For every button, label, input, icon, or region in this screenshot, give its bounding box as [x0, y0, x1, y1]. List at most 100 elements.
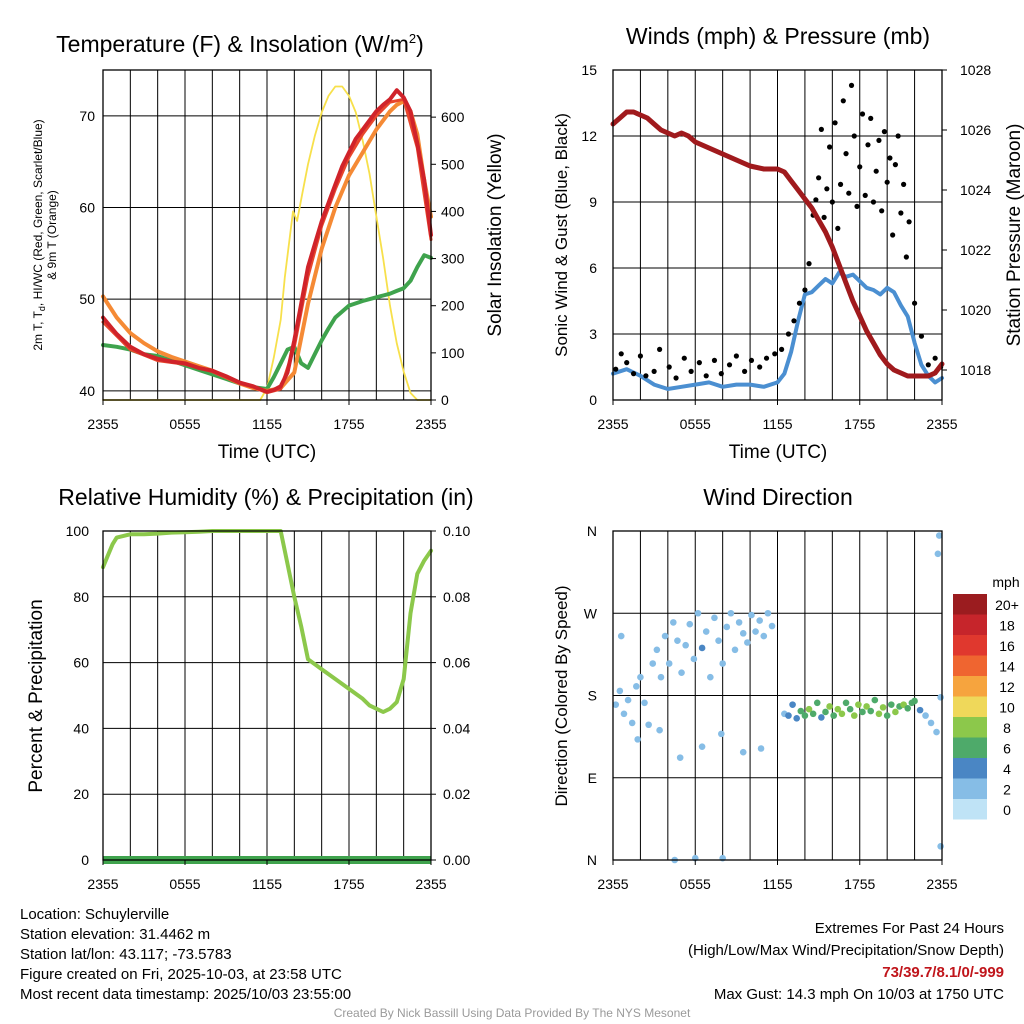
y2-tick-label: 1024	[960, 182, 991, 198]
credit-line: Created By Nick Bassill Using Data Provi…	[333, 1006, 691, 1020]
direction-point	[649, 660, 657, 667]
y2-tick-label: 500	[441, 156, 465, 172]
y2-tick-label: 400	[441, 203, 465, 219]
direction-point	[830, 712, 838, 719]
y-tick-label: 15	[581, 62, 597, 78]
direction-point	[624, 696, 632, 704]
direction-point	[744, 639, 751, 646]
gust-point	[806, 261, 812, 267]
gust-point	[796, 300, 803, 306]
direction-point	[634, 736, 641, 743]
direction-point	[838, 710, 846, 718]
gust-point	[832, 120, 838, 126]
colorbar-label: 18	[999, 618, 1015, 634]
gust-point	[890, 232, 896, 238]
direction-point	[645, 721, 652, 729]
direction-point	[656, 726, 663, 734]
gust-point	[837, 181, 844, 187]
x-tick-label: 1155	[252, 416, 282, 432]
gust-point	[932, 355, 938, 361]
temperature-ylabel-line2: & 9m T (Orange)	[45, 190, 59, 280]
direction-point	[927, 719, 935, 727]
plot-frame-wind-direction	[612, 530, 943, 861]
direction-point	[727, 609, 735, 617]
colorbar-swatch	[953, 594, 987, 615]
gust-point	[651, 368, 657, 374]
direction-point	[822, 708, 829, 716]
colorbar-swatch	[953, 696, 987, 717]
gust-point	[813, 197, 819, 203]
temperature-xlabel: Time (UTC)	[218, 442, 317, 463]
direction-point	[711, 614, 718, 622]
gust-point	[868, 115, 874, 121]
direction-point	[670, 619, 677, 626]
direction-point	[653, 646, 661, 654]
gust-point	[865, 142, 871, 148]
direction-point	[678, 669, 685, 676]
gust-point	[859, 111, 866, 117]
gust-point	[711, 357, 718, 363]
gust-point	[870, 199, 877, 205]
direction-point	[674, 637, 681, 644]
direction-point	[702, 628, 710, 635]
colorbar-swatch	[953, 635, 987, 656]
y-tick-label: 50	[79, 291, 95, 307]
direction-point	[883, 712, 891, 719]
extremes-title: Extremes For Past 24 Hours	[814, 920, 1004, 937]
x-tick-label: 1755	[333, 416, 364, 432]
gust-point	[618, 351, 624, 357]
direction-point	[793, 715, 800, 722]
colorbar-unit: mph	[992, 574, 1019, 590]
direction-point	[657, 673, 665, 681]
extremes-legend: (High/Low/Max Wind/Precipitation/Snow De…	[688, 942, 1004, 959]
direction-point	[933, 728, 940, 736]
y2-tick-label: 1028	[960, 62, 991, 78]
direction-point	[698, 644, 706, 652]
y-tick-label: 9	[589, 194, 597, 210]
direction-point	[682, 641, 689, 649]
gust-point	[748, 357, 755, 363]
plot-frame-winds	[612, 69, 943, 401]
direction-point	[617, 632, 625, 640]
colorbar-label: 20+	[995, 597, 1019, 613]
direction-point	[855, 701, 862, 708]
colorbar-label: 12	[999, 679, 1015, 695]
gust-point	[884, 179, 890, 185]
gust-point	[673, 375, 679, 381]
direction-point	[922, 712, 929, 719]
y2-tick-label: 0.02	[443, 786, 470, 802]
direction-point	[818, 714, 825, 721]
x-tick-label: 1755	[844, 416, 875, 432]
x-tick-label: 0555	[680, 416, 711, 432]
colorbar-label: 6	[1003, 741, 1011, 757]
colorbar-swatch	[953, 717, 987, 738]
colorbar-swatch	[953, 676, 987, 697]
gust-point	[826, 144, 833, 150]
y2-tick-label: 0.08	[443, 589, 470, 605]
direction-point	[871, 696, 879, 704]
x-tick-label: 1155	[762, 876, 792, 892]
direction-point	[735, 619, 743, 626]
direction-point	[739, 748, 747, 756]
direction-point	[809, 710, 817, 718]
x-tick-label: 2355	[415, 876, 446, 892]
gust-point	[785, 331, 792, 337]
y2-tick-label: 0.00	[443, 852, 470, 868]
x-tick-label: 0555	[169, 416, 200, 432]
station-latlon: Station lat/lon: 43.117; -73.5783	[20, 946, 232, 963]
direction-point	[757, 745, 765, 752]
gust-point	[824, 186, 830, 192]
gust-point	[718, 371, 724, 377]
y-tick-label: E	[588, 770, 597, 786]
gust-point	[742, 368, 748, 374]
gust-point	[637, 353, 644, 359]
direction-point	[935, 532, 943, 539]
y-tick-label: N	[587, 523, 597, 539]
gust-point	[630, 371, 637, 377]
gust-point	[624, 360, 630, 366]
temperature-title: Temperature (F) & Insolation (W/m2)	[56, 31, 424, 57]
gust-point	[703, 373, 709, 379]
solar-insolation-line	[102, 85, 432, 401]
direction-point	[863, 703, 870, 710]
